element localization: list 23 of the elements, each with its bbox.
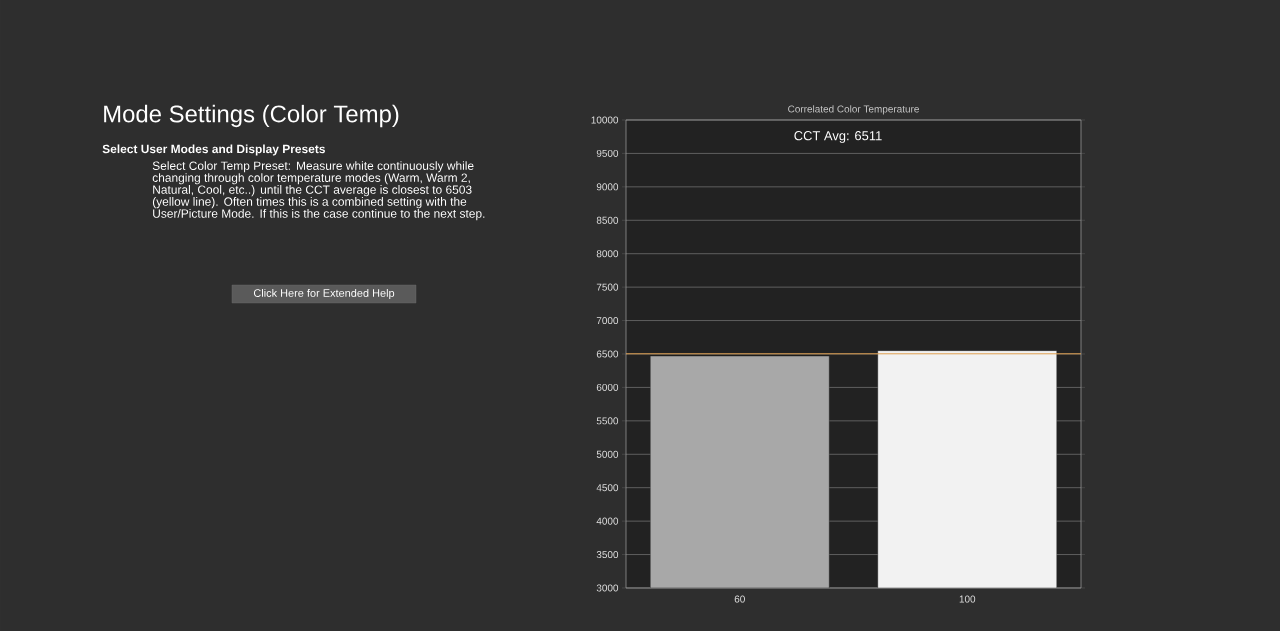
x-tick-label: 100 bbox=[959, 595, 976, 603]
y-tick-label: 7000 bbox=[596, 317, 619, 325]
y-tick-label: 9500 bbox=[596, 149, 619, 157]
y-tick-label: 3000 bbox=[596, 584, 619, 592]
y-tick-label: 6000 bbox=[596, 383, 619, 391]
y-tick-label: 4000 bbox=[596, 517, 619, 525]
y-tick-label: 9000 bbox=[596, 183, 619, 191]
y-tick-label: 8500 bbox=[596, 216, 619, 224]
y-tick-label: 10000 bbox=[591, 116, 619, 124]
text: Click Here for Extended Help bbox=[253, 288, 395, 300]
annotation: CCT Avg: 6511 bbox=[794, 131, 882, 143]
text: Select User Modes and Display Presets bbox=[102, 144, 325, 156]
y-tick-label: 5500 bbox=[596, 417, 619, 425]
y-tick-label: 8000 bbox=[596, 250, 619, 258]
y-tick-label: 6500 bbox=[596, 350, 619, 358]
y-tick-label: 3500 bbox=[596, 551, 619, 559]
x-tick-label: 60 bbox=[734, 595, 745, 603]
y-tick-label: 7500 bbox=[596, 283, 619, 291]
text: Select Color Temp Preset: Measure white continuously while changing through color temperature modes (Warm, Warm 2, Natural, Cool, etc..) until the CCT average is closest to 6503 (yellow line). Often times this is a combined setting with the User/Picture Mode. If this is the case continue to the next step. bbox=[152, 161, 485, 221]
y-tick-label: 5000 bbox=[596, 450, 619, 458]
chart-title: Correlated Color Temperature bbox=[788, 105, 919, 115]
text: Mode Settings (Color Temp) bbox=[104, 104, 399, 128]
y-tick-label: 4500 bbox=[596, 484, 619, 492]
